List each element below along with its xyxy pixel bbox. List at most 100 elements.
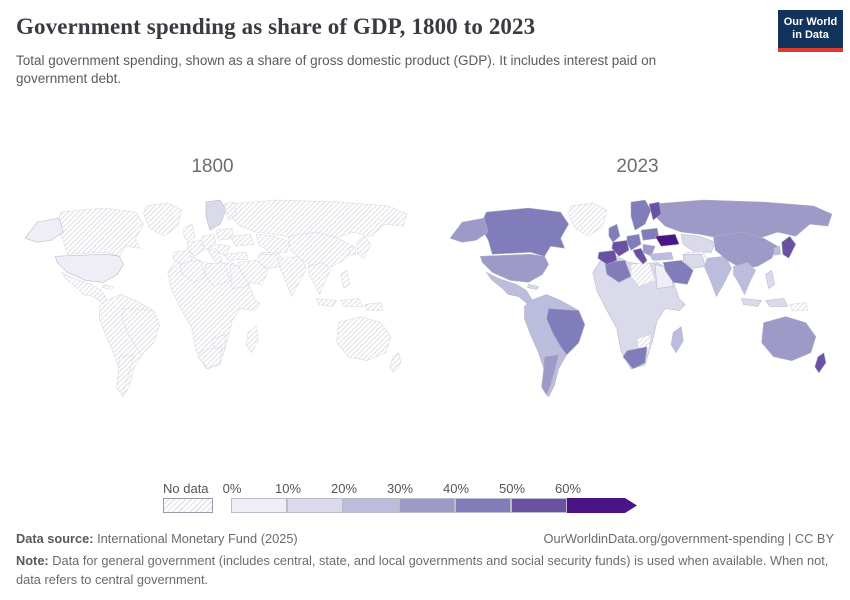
country-india[interactable] xyxy=(703,256,732,297)
country-spain-portugal[interactable] xyxy=(172,250,192,265)
legend-segment-0[interactable] xyxy=(231,498,287,513)
country-greenland[interactable] xyxy=(567,202,607,237)
logo-line2: in Data xyxy=(792,29,829,41)
country-ukraine[interactable] xyxy=(654,233,679,247)
country-south-africa[interactable] xyxy=(622,346,647,370)
note-value: Data for general government (includes ce… xyxy=(16,553,829,587)
country-turkey[interactable] xyxy=(648,252,673,261)
country-madagascar[interactable] xyxy=(245,326,258,354)
country-germany-central-europe[interactable] xyxy=(626,233,641,251)
country-united-states[interactable] xyxy=(54,254,124,283)
country-france[interactable] xyxy=(611,239,629,257)
legend-segment-5[interactable] xyxy=(511,498,567,513)
country-germany-central-europe[interactable] xyxy=(201,233,216,251)
country-philippines[interactable] xyxy=(339,270,350,289)
country-saudi-arabia-middle-east[interactable] xyxy=(662,260,694,285)
legend-tick-30: 30% xyxy=(386,481,414,496)
country-madagascar[interactable] xyxy=(670,326,683,354)
legend-tick-20: 20% xyxy=(330,481,358,496)
country-greenland[interactable] xyxy=(142,202,182,237)
note-label: Note: xyxy=(16,553,49,568)
country-italy[interactable] xyxy=(207,248,222,265)
country-brazil[interactable] xyxy=(545,308,585,356)
country-china-mongolia[interactable] xyxy=(712,231,778,269)
legend-segment-4[interactable] xyxy=(455,498,511,513)
world-map-2023[interactable] xyxy=(432,198,844,399)
country-japan[interactable] xyxy=(355,235,371,259)
map-panel-2023: 2023 xyxy=(425,156,850,399)
country-turkey[interactable] xyxy=(223,252,248,261)
country-indonesia-west[interactable] xyxy=(740,298,762,307)
country-sweden-norway[interactable] xyxy=(205,199,226,231)
country-libya[interactable] xyxy=(630,262,655,287)
world-map-svg-1800 xyxy=(24,199,407,398)
country-iran[interactable] xyxy=(257,254,281,269)
footer: Data source: International Monetary Fund… xyxy=(16,531,834,589)
country-papua-new-guinea[interactable] xyxy=(788,302,808,311)
country-finland[interactable] xyxy=(223,201,236,221)
country-mainland-southeast-asia[interactable] xyxy=(307,262,331,295)
country-saudi-arabia-middle-east[interactable] xyxy=(237,260,269,285)
country-australia[interactable] xyxy=(335,316,391,362)
country-new-zealand[interactable] xyxy=(814,352,826,374)
legend-segment-2[interactable] xyxy=(343,498,399,513)
country-spain-portugal[interactable] xyxy=(597,250,617,265)
country-south-korea[interactable] xyxy=(347,245,356,256)
country-canada[interactable] xyxy=(479,207,569,257)
country-algeria[interactable] xyxy=(604,260,631,283)
country-mainland-southeast-asia[interactable] xyxy=(732,262,756,295)
country-ukraine[interactable] xyxy=(229,233,254,247)
country-australia[interactable] xyxy=(760,316,816,362)
country-united-kingdom[interactable] xyxy=(183,223,195,243)
country-alaska[interactable] xyxy=(24,217,64,243)
country-argentina[interactable] xyxy=(115,354,134,396)
country-new-zealand[interactable] xyxy=(389,352,401,374)
country-iran[interactable] xyxy=(682,254,706,269)
page-title: Government spending as share of GDP, 180… xyxy=(16,14,536,39)
country-canada[interactable] xyxy=(54,207,144,257)
country-indonesia-east[interactable] xyxy=(764,298,788,307)
country-algeria[interactable] xyxy=(179,260,206,283)
country-russia[interactable] xyxy=(652,199,832,239)
data-source-line: Data source: International Monetary Fund… xyxy=(16,531,298,546)
world-map-svg-2023 xyxy=(449,199,832,398)
map-panels: 1800 2023 xyxy=(0,156,850,399)
country-italy[interactable] xyxy=(632,248,647,265)
color-legend: No data 0% 10% 20% 30% 40% 50% 60% xyxy=(163,481,663,515)
country-philippines[interactable] xyxy=(764,270,775,289)
country-france[interactable] xyxy=(186,239,204,257)
legend-segment-6[interactable] xyxy=(567,498,637,513)
country-cuba[interactable] xyxy=(101,284,114,290)
logo-line1: Our World xyxy=(783,16,838,29)
country-india[interactable] xyxy=(278,256,307,297)
legend-segment-1[interactable] xyxy=(287,498,343,513)
country-argentina[interactable] xyxy=(540,354,559,396)
owid-logo[interactable]: Our World in Data xyxy=(778,10,843,52)
footnote: Note: Data for general government (inclu… xyxy=(16,552,834,589)
country-indonesia-east[interactable] xyxy=(339,298,363,307)
country-south-korea[interactable] xyxy=(772,245,781,256)
legend-segment-3[interactable] xyxy=(399,498,455,513)
legend-tick-50: 50% xyxy=(498,481,526,496)
country-cuba[interactable] xyxy=(526,284,539,290)
country-kazakhstan[interactable] xyxy=(255,233,291,253)
country-indonesia-west[interactable] xyxy=(315,298,337,307)
country-south-africa[interactable] xyxy=(197,346,222,370)
country-brazil[interactable] xyxy=(120,308,160,356)
country-papua-new-guinea[interactable] xyxy=(363,302,383,311)
world-map-1800[interactable] xyxy=(7,198,419,399)
legend-tick-60: 60% xyxy=(554,481,582,496)
country-finland[interactable] xyxy=(648,201,661,221)
country-kazakhstan[interactable] xyxy=(680,233,716,253)
attribution-link[interactable]: OurWorldinData.org/government-spending |… xyxy=(543,531,834,546)
country-united-kingdom[interactable] xyxy=(608,223,620,243)
country-sweden-norway[interactable] xyxy=(630,199,651,231)
country-china-mongolia[interactable] xyxy=(287,231,353,269)
country-alaska[interactable] xyxy=(449,217,489,243)
legend-no-data-swatch[interactable] xyxy=(163,498,213,513)
country-russia[interactable] xyxy=(227,199,407,239)
country-united-states[interactable] xyxy=(479,254,549,283)
country-japan[interactable] xyxy=(780,235,796,259)
country-libya[interactable] xyxy=(205,262,230,287)
